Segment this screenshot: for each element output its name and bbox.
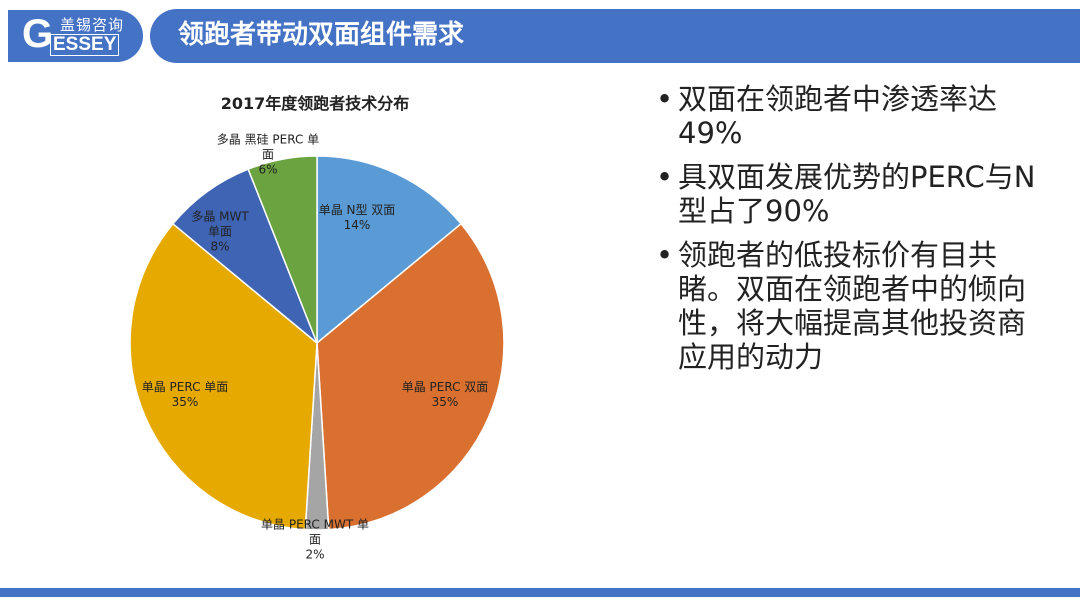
pie-slice xyxy=(129,222,318,531)
slice-label: 多晶 MWT 单面 8% xyxy=(191,210,248,255)
logo-cn: 盖锡咨询 xyxy=(60,16,125,34)
slide-title: 领跑者带动双面组件需求 xyxy=(178,20,465,50)
logo-banner xyxy=(8,10,143,62)
slice-name: 单晶 PERC MWT 单面 xyxy=(261,517,369,547)
pie-slice xyxy=(247,155,318,344)
pie-slice xyxy=(316,155,463,345)
pie-slice xyxy=(171,168,318,344)
footer-bar xyxy=(0,588,1080,597)
logo-en: ESSEY xyxy=(50,34,120,56)
slice-name: 多晶 黑硅 PERC 单面 xyxy=(216,132,320,162)
slice-percent: 8% xyxy=(210,239,230,254)
slice-percent: 35% xyxy=(431,395,459,409)
slice-name: 单晶 PERC 单面 xyxy=(141,380,229,394)
title-banner xyxy=(150,9,1080,63)
slice-percent: 35% xyxy=(171,395,199,409)
bullet-item: 具双面发展优势的PERC与N型占了90% xyxy=(656,160,1036,228)
slice-percent: 14% xyxy=(343,218,371,232)
slice-name: 多晶 MWT 单面 xyxy=(191,209,249,239)
pie-slice xyxy=(316,222,505,531)
slice-name: 单晶 N型 双面 xyxy=(318,203,396,217)
bullet-list: 双面在领跑者中渗透率达49% 具双面发展优势的PERC与N型占了90% 领跑者的… xyxy=(656,82,1036,384)
slice-name: 单晶 PERC 双面 xyxy=(401,380,489,394)
slice-label: 单晶 N型 双面 14% xyxy=(319,203,396,233)
slice-label: 多晶 黑硅 PERC 单面 6% xyxy=(217,133,319,178)
chart-title: 2017年度领跑者技术分布 xyxy=(220,94,410,113)
slice-label: 单晶 PERC 单面 35% xyxy=(142,380,229,410)
slice-percent: 6% xyxy=(258,162,278,177)
bullet-item: 领跑者的低投标价有目共睹。双面在领跑者中的倾向性，将大幅提高其他投资商应用的动力 xyxy=(656,238,1036,374)
slice-percent: 2% xyxy=(305,547,325,562)
slice-label: 单晶 PERC 双面 35% xyxy=(402,380,489,410)
logo-g: G xyxy=(22,12,54,56)
bullet-item: 双面在领跑者中渗透率达49% xyxy=(656,82,1036,150)
slice-label: 单晶 PERC MWT 单面 2% xyxy=(261,518,369,563)
